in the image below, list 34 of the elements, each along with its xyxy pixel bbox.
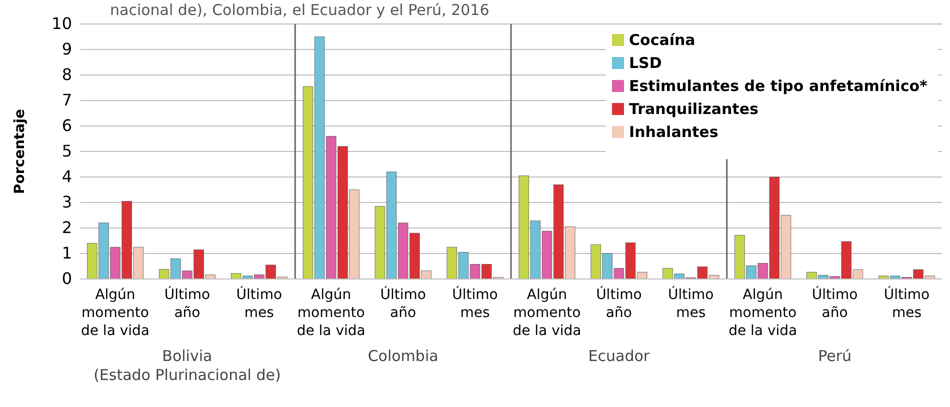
text: Ecuador [588, 347, 650, 365]
y-tick-label: 5 [62, 142, 72, 161]
text: Bolivia (Estado Plurinacional de) [94, 347, 281, 384]
y-axis-title: Porcentaje [12, 109, 28, 194]
x-tick-label: Último mes [452, 286, 498, 321]
y-tick-label: 1 [62, 244, 72, 263]
x-tick-label: Algún momento de la vida [728, 287, 798, 339]
x-tick-label: Último año [812, 286, 858, 321]
legend-label: Inhalantes [629, 123, 718, 141]
y-tick-label: 3 [62, 192, 72, 212]
x-tick-label: Último mes [884, 286, 930, 321]
chart-title: nacional de), Colombia, el Ecuador y el Perú, 2016 [110, 1, 490, 19]
x-tick-label: Último año [164, 286, 210, 321]
x-tick-label: Último año [596, 286, 642, 321]
x-tick-label: Último mes [668, 286, 714, 321]
legend-label: Cocaína [629, 31, 696, 49]
x-tick-label: Último mes [236, 286, 282, 321]
legend-label: LSD [629, 54, 662, 72]
y-tick-label: 6 [62, 116, 72, 136]
legend-label: Estimulantes de tipo anfetamínico* [629, 77, 928, 95]
x-tick-label: Algún momento de la vida [296, 287, 366, 339]
y-tick-label: 4 [62, 167, 72, 186]
legend-label: Tranquilizantes [629, 100, 758, 118]
x-tick-label: Último año [380, 286, 426, 321]
x-tick-label: Algún momento de la vida [512, 287, 582, 339]
x-tick-label: Algún momento de la vida [81, 287, 150, 339]
y-tick-label: 8 [62, 65, 72, 84]
y-tick-label: 2 [62, 218, 72, 238]
y-tick-label: 7 [62, 90, 72, 110]
y-tick-label: 10 [52, 14, 72, 34]
text: Perú [818, 347, 852, 365]
y-tick-label: 0 [62, 269, 72, 288]
y-tick-label: 9 [62, 40, 72, 59]
text: Colombia [368, 347, 438, 365]
